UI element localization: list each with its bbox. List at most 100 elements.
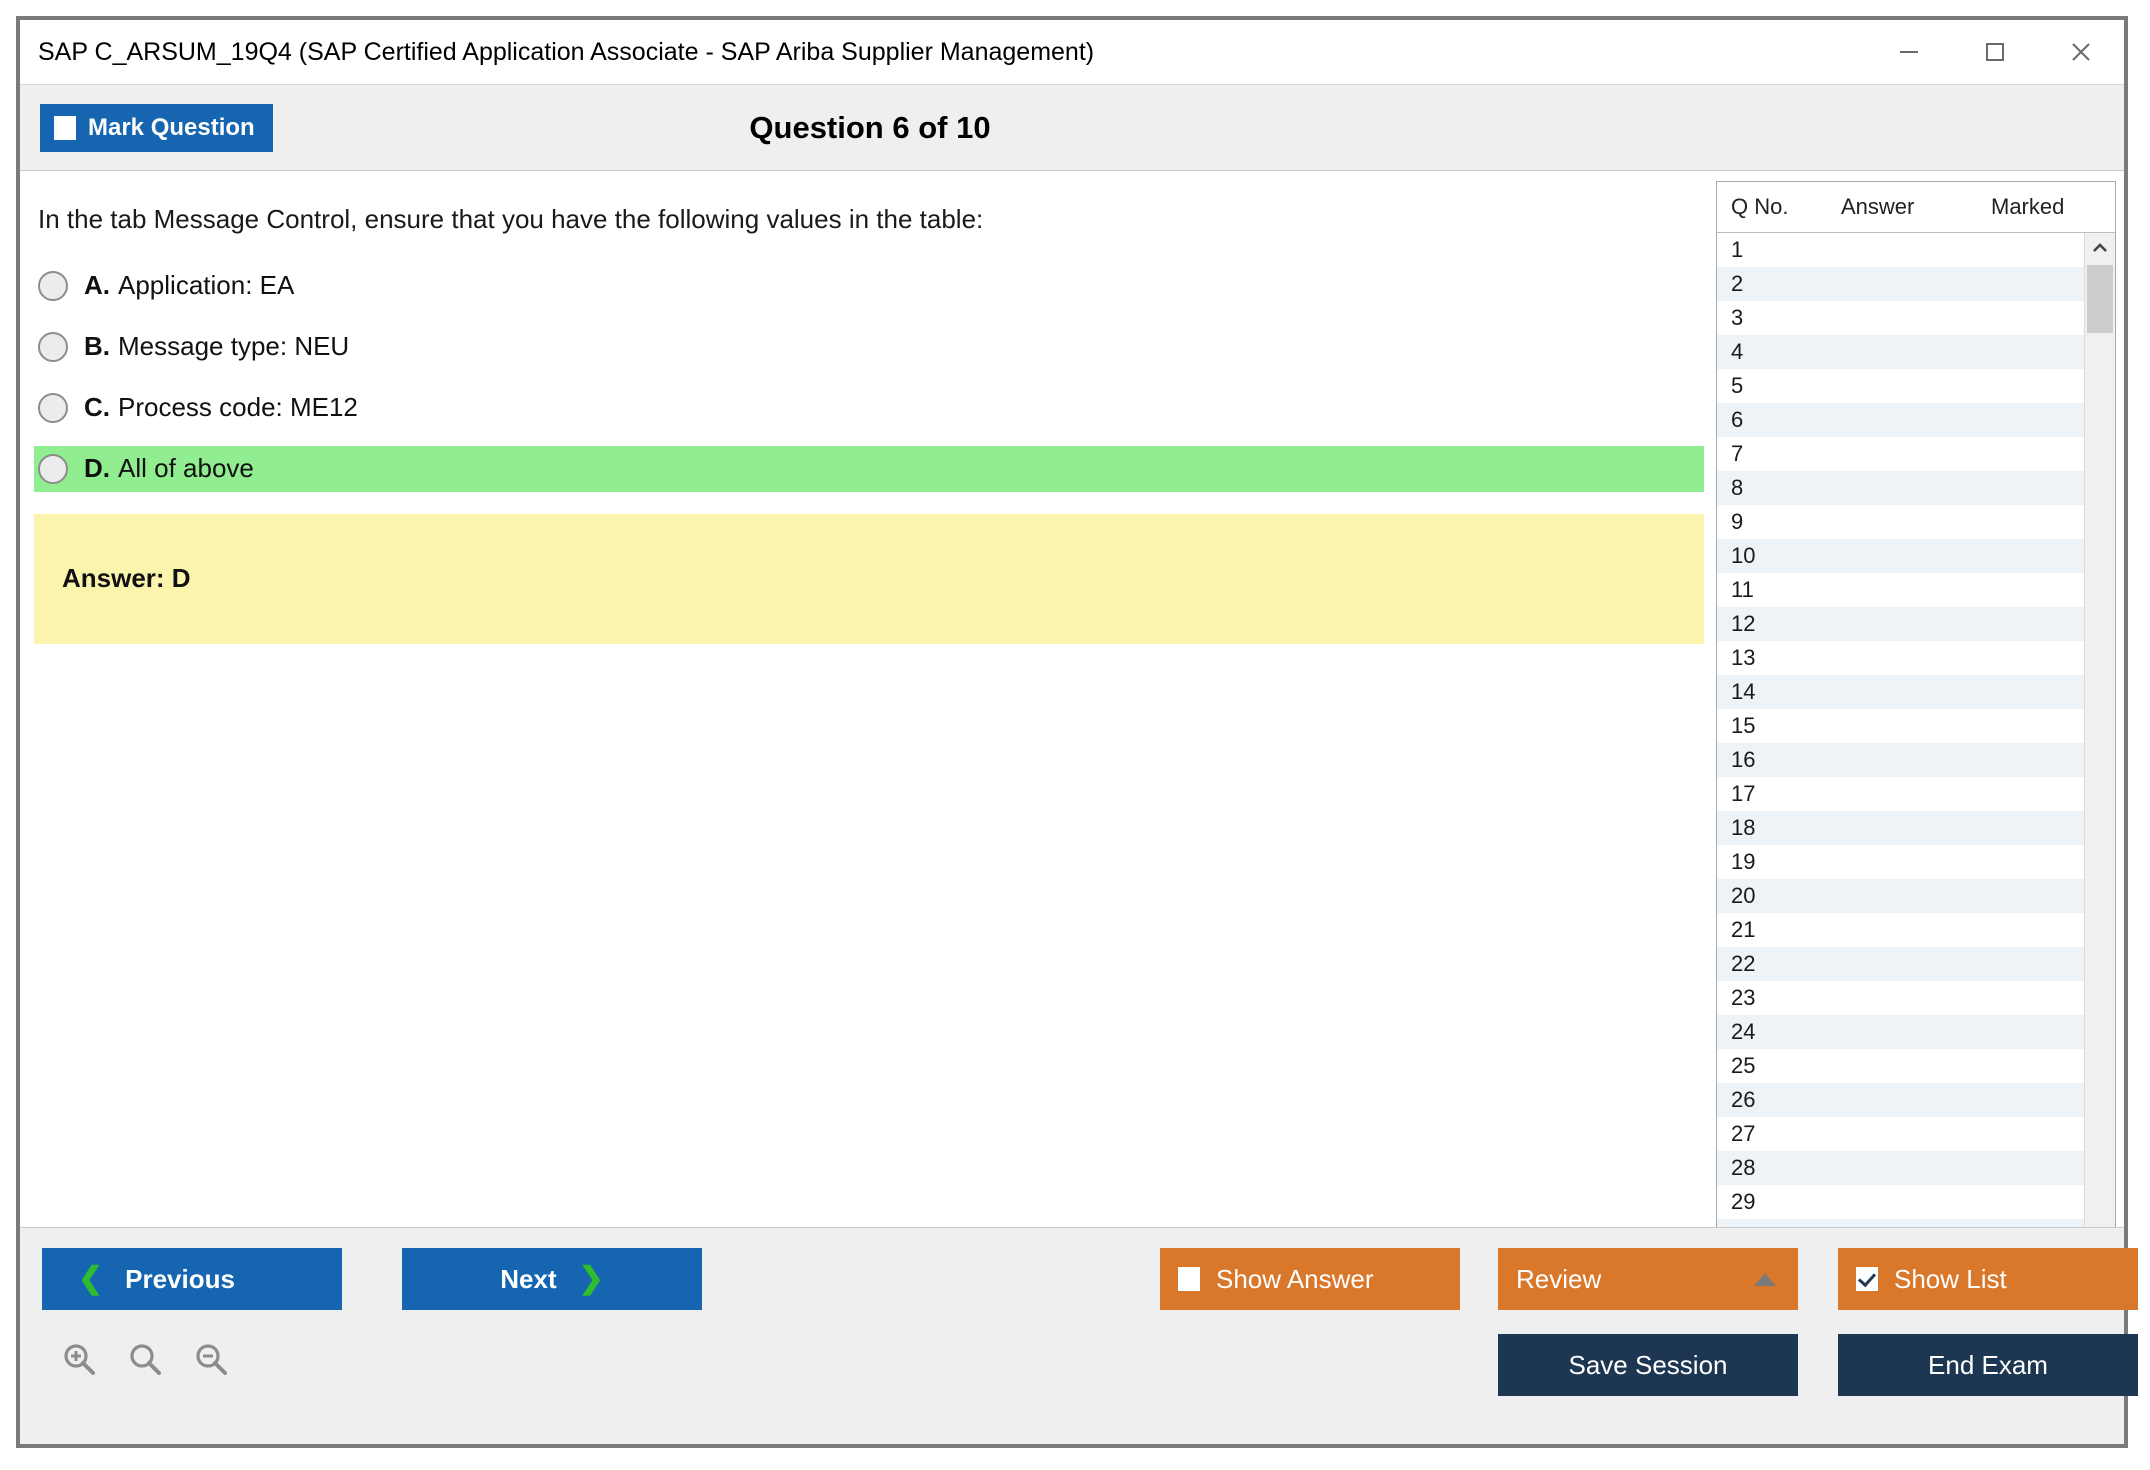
zoom-reset-icon[interactable] <box>126 1340 166 1380</box>
table-row[interactable]: 15 <box>1717 709 2084 743</box>
option-letter-d: D. <box>84 453 110 484</box>
table-row[interactable]: 7 <box>1717 437 2084 471</box>
review-label: Review <box>1516 1263 1602 1294</box>
row-question-number: 3 <box>1731 305 1744 330</box>
show-answer-button[interactable]: Show Answer <box>1160 1248 1460 1310</box>
option-row-b[interactable]: B. Message type: NEU <box>20 324 1704 370</box>
table-row[interactable]: 18 <box>1717 811 2084 845</box>
option-row-a[interactable]: A. Application: EA <box>20 263 1704 309</box>
answer-reveal-box: Answer: D <box>34 513 1704 644</box>
radio-icon-b[interactable] <box>38 331 68 362</box>
table-row[interactable]: 17 <box>1717 777 2084 811</box>
table-row[interactable]: 8 <box>1717 471 2084 505</box>
bottom-toolbar: ❮ Previous Next ❯ Show Answer Review Sho… <box>20 1227 2138 1444</box>
table-row[interactable]: 13 <box>1717 641 2084 675</box>
column-header-qno: Q No. <box>1731 194 1789 219</box>
table-row[interactable]: 4 <box>1717 335 2084 369</box>
question-content-panel: In the tab Message Control, ensure that … <box>20 171 1704 1227</box>
scrollbar-thumb[interactable] <box>2087 265 2113 333</box>
next-button[interactable]: Next ❯ <box>402 1248 702 1310</box>
end-exam-button[interactable]: End Exam <box>1838 1334 2138 1396</box>
row-question-number: 8 <box>1731 475 1744 500</box>
table-row[interactable]: 21 <box>1717 913 2084 947</box>
table-row[interactable]: 23 <box>1717 981 2084 1015</box>
row-question-number: 12 <box>1731 611 1756 636</box>
scroll-up-arrow-icon[interactable] <box>2085 233 2115 263</box>
close-icon[interactable] <box>2038 20 2124 84</box>
table-row[interactable]: 5 <box>1717 369 2084 403</box>
option-letter-b: B. <box>84 331 110 362</box>
show-answer-label: Show Answer <box>1216 1263 1374 1294</box>
question-list-body: 1 2 3 4 5 6 7 8 9 10 11 12 13 14 15 16 17 18 19 20 21 22 23 24 2… <box>1717 233 2115 1260</box>
list-scrollbar[interactable] <box>2084 233 2115 1260</box>
table-row[interactable]: 28 <box>1717 1151 2084 1185</box>
option-letter-a: A. <box>84 270 110 301</box>
table-row[interactable]: 27 <box>1717 1117 2084 1151</box>
row-question-number: 15 <box>1731 713 1756 738</box>
table-row[interactable]: 3 <box>1717 301 2084 335</box>
review-dropdown-button[interactable]: Review <box>1498 1248 1798 1310</box>
radio-icon-a[interactable] <box>38 270 68 301</box>
option-row-d[interactable]: D. All of above <box>34 445 1704 492</box>
table-row[interactable]: 9 <box>1717 505 2084 539</box>
mark-question-checkbox-icon[interactable] <box>54 115 76 140</box>
window-controls <box>1866 20 2124 84</box>
table-row[interactable]: 19 <box>1717 845 2084 879</box>
row-question-number: 2 <box>1731 271 1744 296</box>
save-session-button[interactable]: Save Session <box>1498 1334 1798 1396</box>
table-row[interactable]: 14 <box>1717 675 2084 709</box>
table-row[interactable]: 29 <box>1717 1185 2084 1219</box>
table-row[interactable]: 16 <box>1717 743 2084 777</box>
table-row[interactable]: 11 <box>1717 573 2084 607</box>
chevron-left-icon: ❮ <box>78 1262 104 1295</box>
question-list-panel: Q No. Answer Marked 1 2 3 4 5 6 7 8 9 10 11 12 13 14 1… <box>1716 181 2116 1261</box>
option-text-b: Message type: NEU <box>118 331 350 362</box>
previous-label: Previous <box>125 1263 235 1294</box>
row-question-number: 13 <box>1731 645 1756 670</box>
row-question-number: 18 <box>1731 815 1756 840</box>
table-row[interactable]: 2 <box>1717 267 2084 301</box>
mark-question-button[interactable]: Mark Question <box>40 103 273 152</box>
row-question-number: 4 <box>1731 339 1744 364</box>
question-list-header: Q No. Answer Marked <box>1717 182 2115 233</box>
table-row[interactable]: 6 <box>1717 403 2084 437</box>
question-list-rows[interactable]: 1 2 3 4 5 6 7 8 9 10 11 12 13 14 15 16 17 18 19 20 21 22 23 24 2… <box>1717 233 2084 1260</box>
exam-body: In the tab Message Control, ensure that … <box>20 170 2124 1261</box>
show-answer-checkbox-icon[interactable] <box>1178 1267 1200 1291</box>
chevron-up-icon <box>1754 1272 1776 1286</box>
table-row[interactable]: 12 <box>1717 607 2084 641</box>
zoom-out-icon[interactable] <box>192 1340 232 1380</box>
show-list-checkbox-icon[interactable] <box>1856 1267 1878 1291</box>
table-row[interactable]: 10 <box>1717 539 2084 573</box>
answer-options-list: A. Application: EA B. Message type: NEU … <box>20 263 1704 492</box>
maximize-icon[interactable] <box>1952 20 2038 84</box>
row-question-number: 9 <box>1731 509 1744 534</box>
mark-question-label: Mark Question <box>88 113 255 141</box>
zoom-in-icon[interactable] <box>60 1340 100 1380</box>
table-row[interactable]: 26 <box>1717 1083 2084 1117</box>
next-label: Next <box>500 1263 557 1294</box>
table-row[interactable]: 24 <box>1717 1015 2084 1049</box>
save-session-label: Save Session <box>1568 1349 1728 1380</box>
table-row[interactable]: 20 <box>1717 879 2084 913</box>
option-row-c[interactable]: C. Process code: ME12 <box>20 385 1704 431</box>
row-question-number: 22 <box>1731 951 1756 976</box>
window-title: SAP C_ARSUM_19Q4 (SAP Certified Applicat… <box>38 37 1095 66</box>
radio-icon-c[interactable] <box>38 392 68 423</box>
window-titlebar: SAP C_ARSUM_19Q4 (SAP Certified Applicat… <box>20 20 2124 84</box>
question-text: In the tab Message Control, ensure that … <box>38 204 984 234</box>
row-question-number: 17 <box>1731 781 1756 806</box>
row-question-number: 10 <box>1731 543 1756 568</box>
row-question-number: 6 <box>1731 407 1744 432</box>
table-row[interactable]: 25 <box>1717 1049 2084 1083</box>
table-row[interactable]: 1 <box>1717 233 2084 267</box>
radio-icon-d[interactable] <box>38 453 68 484</box>
previous-button[interactable]: ❮ Previous <box>42 1248 342 1310</box>
row-question-number: 27 <box>1731 1121 1756 1146</box>
table-row[interactable]: 22 <box>1717 947 2084 981</box>
show-list-button[interactable]: Show List <box>1838 1248 2138 1310</box>
minimize-icon[interactable] <box>1866 20 1952 84</box>
answer-label: Answer: D <box>62 563 191 594</box>
option-text-a: Application: EA <box>118 270 295 301</box>
